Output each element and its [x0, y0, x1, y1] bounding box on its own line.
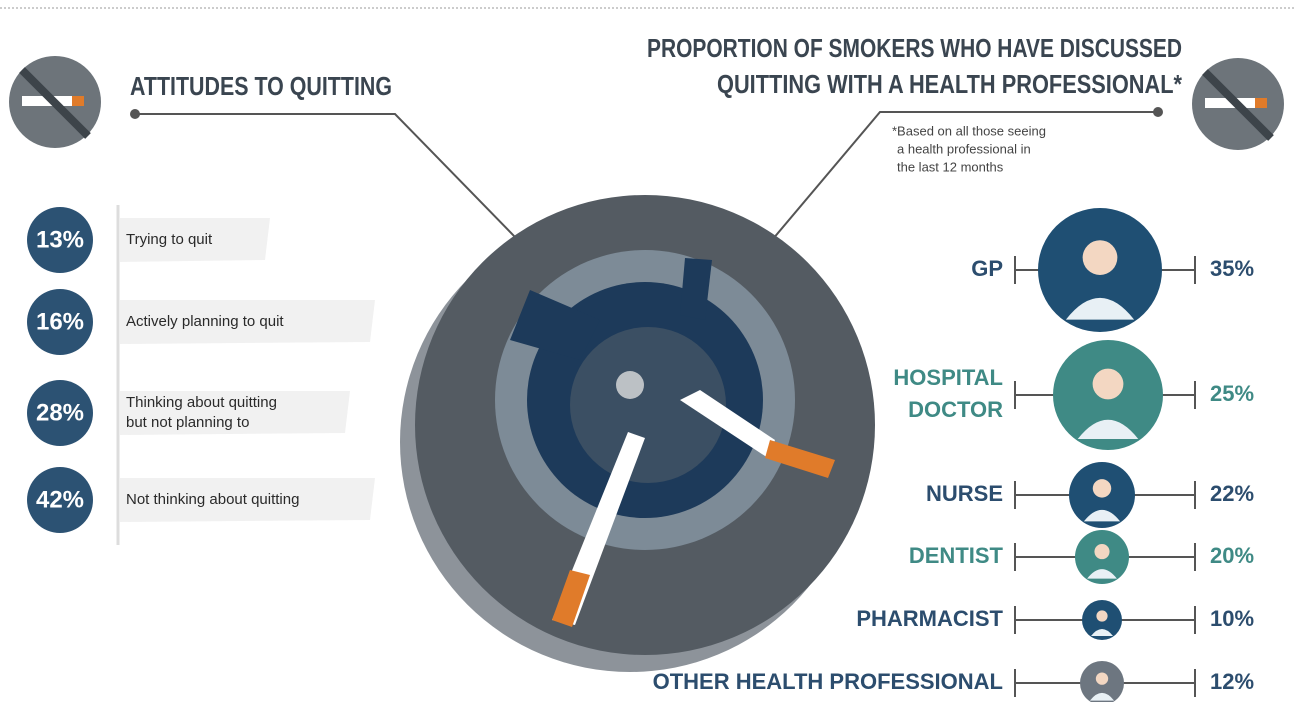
attitude-label: Not thinking about quitting: [126, 491, 299, 508]
icon-body: [1077, 419, 1139, 439]
icon-head: [1082, 240, 1118, 275]
label-ribbon: [120, 391, 350, 435]
professional-label: NURSE: [926, 481, 1003, 506]
percent-value: 42%: [36, 486, 84, 513]
attitude-label: Thinking about quitting: [126, 394, 277, 411]
professional-label: PHARMACIST: [856, 606, 1003, 631]
label-ribbon: [120, 300, 375, 344]
icon-head: [1094, 544, 1110, 560]
professional-value: 20%: [1210, 543, 1254, 568]
icon-body: [1087, 569, 1117, 579]
connector: [135, 113, 556, 279]
connector: [739, 111, 1158, 279]
label-ribbon: [120, 218, 270, 262]
no-smoking-icon: [1192, 58, 1284, 150]
note-line: the last 12 months: [897, 159, 1004, 174]
left-title: ATTITUDES TO QUITTING: [130, 71, 392, 101]
connector-dot: [1153, 107, 1163, 117]
attitude-label: but not planning to: [126, 414, 249, 431]
attitude-label: Actively planning to quit: [126, 313, 284, 330]
professional-value: 22%: [1210, 481, 1254, 506]
right-title-line: QUITTING WITH A HEALTH PROFESSIONAL*: [717, 69, 1183, 99]
professional-label: GP: [971, 256, 1003, 281]
icon-body: [1089, 692, 1115, 701]
note-line: a health professional in: [897, 141, 1031, 156]
attitude-label: Trying to quit: [126, 231, 213, 248]
icon-body: [1091, 629, 1113, 636]
percent-value: 16%: [36, 308, 84, 335]
professional-label: OTHER HEALTH PROFESSIONAL: [653, 669, 1003, 694]
ashtray: [400, 195, 875, 672]
professional-value: 25%: [1210, 381, 1254, 406]
label-ribbon: [120, 478, 375, 522]
professional-value: 10%: [1210, 606, 1254, 631]
professional-value: 12%: [1210, 669, 1254, 694]
professional-label: DOCTOR: [908, 397, 1003, 422]
percent-value: 28%: [36, 399, 84, 426]
icon-head: [1096, 610, 1108, 622]
connector-dot: [130, 109, 140, 119]
professional-value: 35%: [1210, 256, 1254, 281]
percent-badge: [27, 207, 93, 273]
icon-body: [1065, 297, 1135, 320]
icon-body: [1083, 509, 1121, 522]
professional-label: DENTIST: [909, 543, 1004, 568]
no-smoking-icon: [9, 56, 101, 148]
professional-label: HOSPITAL: [893, 365, 1003, 390]
percent-badge: [27, 467, 93, 533]
icon-head: [1092, 368, 1124, 400]
icon-head: [1095, 672, 1109, 685]
percent-value: 13%: [36, 226, 84, 253]
percent-badge: [27, 380, 93, 446]
note-line: *Based on all those seeing: [892, 123, 1046, 138]
percent-badge: [27, 289, 93, 355]
icon-head: [1092, 479, 1112, 498]
right-title-line: PROPORTION OF SMOKERS WHO HAVE DISCUSSED: [647, 33, 1182, 63]
